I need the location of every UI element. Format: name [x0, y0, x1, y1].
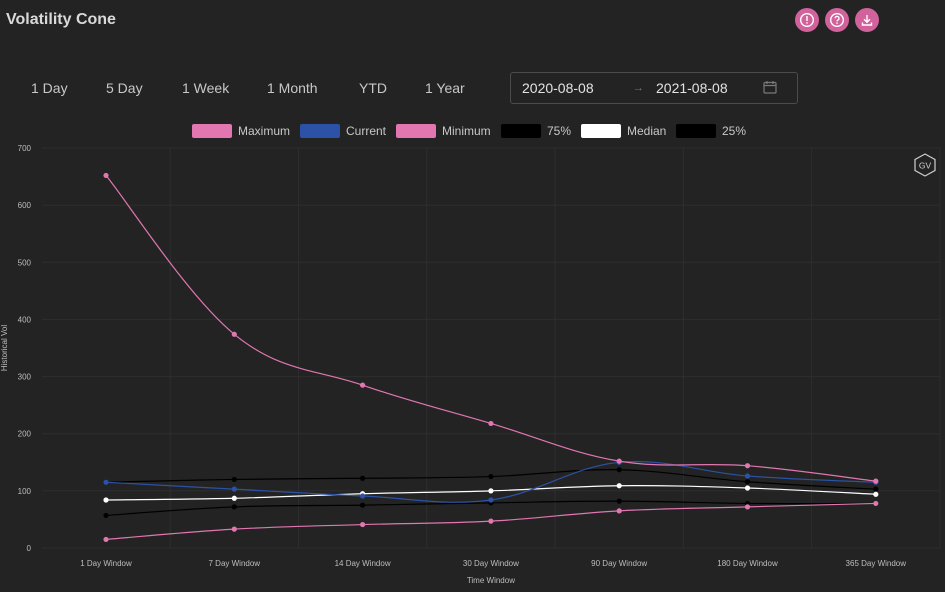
range-tab-1-week[interactable]: 1 Week	[182, 80, 230, 96]
data-point-median	[103, 497, 109, 503]
data-point-minimum	[873, 500, 879, 507]
download-icon[interactable]	[855, 8, 879, 32]
gv-logo-text: GV	[919, 161, 932, 171]
legend-swatch	[501, 124, 541, 138]
data-point-25	[231, 504, 237, 510]
range-tab-1-day[interactable]: 1 Day	[31, 80, 68, 96]
data-point-maximum	[744, 463, 751, 469]
legend-label: Minimum	[442, 124, 491, 138]
range-tab-5-day[interactable]: 5 Day	[106, 80, 143, 96]
data-point-75	[488, 473, 494, 480]
data-point-75	[231, 476, 237, 483]
legend-label: Median	[627, 124, 667, 138]
legend-label: Current	[346, 124, 387, 138]
start-date-input[interactable]: 2020-08-08	[522, 80, 594, 96]
legend-swatch	[396, 124, 436, 138]
y-tick-label: 600	[18, 201, 32, 210]
data-point-current	[360, 493, 366, 499]
x-tick-label: 365 Day Window	[846, 559, 907, 568]
data-point-median	[616, 483, 622, 489]
series	[103, 172, 879, 543]
data-point-median	[744, 485, 751, 491]
data-point-maximum	[616, 458, 622, 464]
legend-item-75[interactable]: 75%	[501, 124, 571, 138]
data-point-minimum	[616, 508, 622, 514]
y-tick-label: 0	[27, 544, 32, 553]
range-tab-1-year[interactable]: 1 Year	[425, 80, 465, 96]
data-point-maximum	[231, 331, 237, 337]
series-line-maximum	[105, 175, 876, 482]
legend-item-minimum[interactable]: Minimum	[396, 124, 491, 138]
data-point-75	[873, 486, 879, 492]
data-point-current	[488, 497, 494, 503]
data-point-minimum	[231, 526, 237, 532]
calendar-icon[interactable]	[763, 80, 777, 99]
data-point-maximum	[488, 420, 494, 427]
range-tab-ytd[interactable]: YTD	[359, 80, 387, 96]
legend-swatch	[676, 124, 716, 138]
x-tick-label: 90 Day Window	[591, 559, 647, 568]
help-icon[interactable]	[825, 8, 849, 32]
y-tick-label: 300	[18, 373, 32, 382]
legend-item-maximum[interactable]: Maximum	[192, 124, 290, 138]
arrow-right-icon: →	[633, 82, 644, 94]
y-tick-label: 500	[18, 258, 32, 267]
volatility-chart: 0 100 200 300 400 500 600 700 1 Day Window 7 Day …	[0, 144, 941, 585]
header-actions	[795, 8, 879, 32]
data-point-75	[616, 467, 622, 473]
data-point-median	[231, 495, 237, 501]
alert-icon[interactable]	[795, 8, 819, 32]
data-point-25	[103, 512, 109, 519]
data-point-minimum	[360, 521, 366, 528]
x-tick-label: 7 Day Window	[209, 559, 261, 568]
data-point-25	[360, 502, 366, 508]
data-point-minimum	[488, 518, 494, 524]
data-point-current	[744, 473, 751, 479]
x-tick-label: 1 Day Window	[80, 559, 132, 568]
legend-label: 75%	[547, 124, 572, 138]
data-point-current	[231, 486, 237, 492]
legend-item-median[interactable]: Median	[581, 124, 666, 138]
data-point-maximum	[873, 478, 879, 484]
legend-swatch	[192, 124, 232, 138]
series-line-current	[105, 460, 876, 503]
data-point-maximum	[103, 172, 109, 179]
x-tick-label: 180 Day Window	[717, 559, 778, 568]
range-tab-1-month[interactable]: 1 Month	[267, 80, 318, 96]
y-tick-label: 700	[18, 144, 32, 153]
series-line-75	[105, 469, 876, 490]
grid	[42, 147, 941, 549]
data-point-25	[616, 498, 622, 504]
y-axis-title: Historical Vol	[0, 325, 9, 371]
legend-swatch	[581, 124, 621, 138]
data-point-median	[488, 488, 494, 494]
gv-logo: GV	[913, 153, 937, 182]
axes: 0 100 200 300 400 500 600 700 1 Day Window 7 Day …	[18, 144, 907, 568]
data-point-minimum	[103, 536, 109, 543]
legend-swatch	[300, 124, 340, 138]
x-tick-label: 30 Day Window	[463, 559, 519, 568]
data-point-75	[744, 479, 751, 485]
legend-item-current[interactable]: Current	[300, 124, 386, 138]
data-point-current	[103, 479, 109, 485]
y-tick-label: 400	[18, 315, 32, 324]
data-point-75	[360, 475, 366, 481]
y-tick-label: 100	[18, 487, 32, 496]
y-tick-label: 200	[18, 430, 32, 439]
legend-item-25[interactable]: 25%	[676, 124, 746, 138]
data-point-minimum	[744, 504, 751, 510]
date-range-picker[interactable]: 2020-08-08 → 2021-08-08	[510, 72, 798, 104]
legend-label: Maximum	[238, 124, 291, 138]
x-axis-title: Time Window	[467, 576, 515, 585]
legend-label: 25%	[722, 124, 747, 138]
x-tick-label: 14 Day Window	[335, 559, 391, 568]
end-date-input[interactable]: 2021-08-08	[656, 80, 728, 96]
data-point-median	[873, 491, 879, 497]
page-title: Volatility Cone	[6, 11, 116, 28]
data-point-maximum	[360, 382, 366, 388]
